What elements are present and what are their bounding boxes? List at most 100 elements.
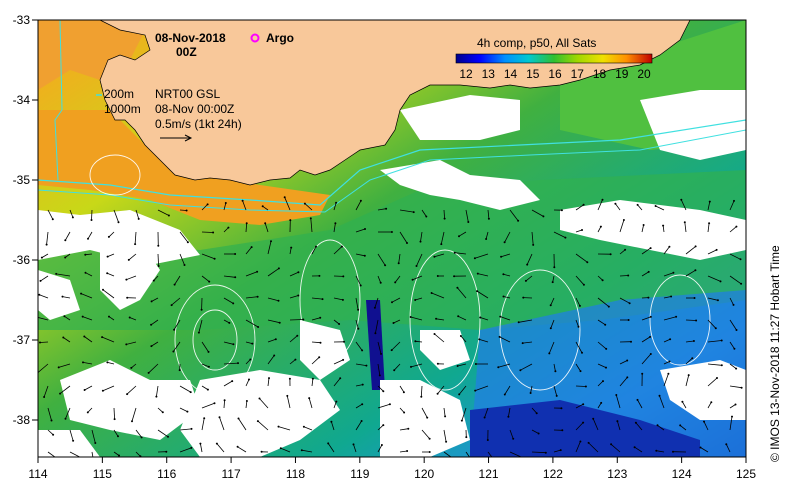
y-tick-label: -38: [13, 413, 31, 427]
current-vector: [150, 319, 159, 326]
current-vector: [707, 201, 711, 211]
current-vector: [245, 319, 259, 328]
current-vector-head: [693, 297, 696, 299]
current-vector-head: [649, 315, 652, 318]
current-vector: [484, 407, 489, 418]
current-vector: [597, 380, 604, 387]
current-vector-head: [61, 295, 64, 298]
current-vector: [43, 385, 49, 398]
current-vector-head: [51, 218, 54, 221]
current-vector: [659, 395, 665, 409]
current-vector-head: [302, 318, 305, 321]
current-vector: [685, 340, 694, 343]
current-vector: [479, 339, 489, 343]
current-vector: [126, 275, 137, 280]
current-vector-head: [207, 350, 210, 353]
x-tick-label: 115: [93, 467, 112, 481]
current-vector-head: [734, 403, 737, 406]
current-vector-head: [343, 340, 345, 343]
current-vector: [391, 341, 401, 351]
current-vector: [201, 253, 215, 260]
current-vector: [575, 204, 584, 211]
current-vector: [487, 209, 490, 219]
current-vector: [259, 398, 269, 409]
current-vector-head: [699, 446, 702, 449]
current-vector-head: [695, 319, 698, 322]
current-scale: 0.5m/s (1kt 24h): [155, 117, 242, 131]
current-vector-head: [321, 298, 324, 301]
current-vector-head: [415, 265, 418, 267]
current-vector-head: [319, 341, 322, 344]
current-vector-head: [190, 446, 193, 449]
current-vector-head: [199, 442, 202, 445]
current-vector-head: [436, 362, 439, 365]
current-vector-head: [84, 253, 87, 256]
current-vector-head: [308, 397, 311, 400]
current-vector: [245, 341, 253, 344]
current-vector: [375, 319, 379, 334]
y-tick-label: -35: [13, 173, 31, 187]
current-vector: [575, 422, 584, 431]
x-axis: 114 115 116 117 118 119 120 121 122 123 124 125: [28, 457, 756, 481]
current-vector-head: [373, 306, 376, 309]
current-vector: [703, 421, 709, 431]
current-vector: [399, 209, 414, 213]
current-vector-head: [554, 370, 557, 373]
current-vector-head: [411, 278, 414, 281]
current-vector-head: [250, 246, 253, 249]
current-vector: [56, 273, 71, 277]
current-vector: [485, 231, 489, 240]
current-vector: [415, 297, 423, 301]
current-vector-head: [548, 352, 551, 355]
current-vector-head: [57, 366, 60, 369]
current-vector: [355, 384, 363, 387]
current-vector-head: [249, 358, 252, 361]
current-vector: [65, 407, 71, 419]
current-vector: [707, 249, 717, 255]
current-vector-head: [720, 339, 723, 342]
current-vector: [504, 385, 511, 395]
current-vector: [597, 297, 610, 307]
current-vector-head: [615, 394, 618, 396]
current-vector-head: [499, 315, 502, 318]
current-vector-head: [600, 401, 603, 404]
current-vector: [707, 340, 722, 343]
current-vector-head: [385, 207, 388, 210]
current-vector: [333, 297, 343, 301]
current-vector-head: [654, 205, 657, 207]
current-vector: [729, 297, 734, 306]
current-vector: [113, 209, 119, 223]
current-vector: [597, 199, 603, 211]
current-vector: [101, 336, 115, 343]
current-vector: [399, 231, 408, 244]
current-vector: [333, 246, 343, 255]
current-vector: [289, 247, 292, 255]
current-vector-head: [232, 302, 235, 305]
current-vector: [87, 407, 93, 413]
current-vector-head: [602, 380, 604, 383]
current-vector: [656, 450, 665, 453]
current-vector: [82, 362, 93, 365]
current-vector-head: [361, 383, 364, 386]
current-vector: [508, 407, 511, 417]
current-vector-head: [551, 281, 554, 284]
current-vector-head: [627, 274, 630, 277]
current-vector: [619, 219, 625, 233]
current-vector: [47, 451, 56, 457]
current-vector: [80, 293, 93, 299]
current-vector-head: [40, 256, 43, 259]
current-vector: [284, 197, 291, 211]
current-vector-head: [268, 377, 270, 380]
current-vector-head: [522, 296, 525, 299]
current-vector: [637, 204, 643, 211]
current-vector-head: [549, 304, 552, 307]
isobath-200m: [38, 119, 746, 206]
current-vector-head: [178, 369, 181, 372]
current-vector: [311, 341, 321, 344]
isobath-west: [54, 20, 63, 181]
current-vector-head: [363, 254, 366, 257]
current-vector: [267, 378, 270, 387]
current-vector: [729, 253, 741, 260]
current-vector-head: [414, 299, 417, 301]
current-vector-head: [708, 200, 711, 203]
